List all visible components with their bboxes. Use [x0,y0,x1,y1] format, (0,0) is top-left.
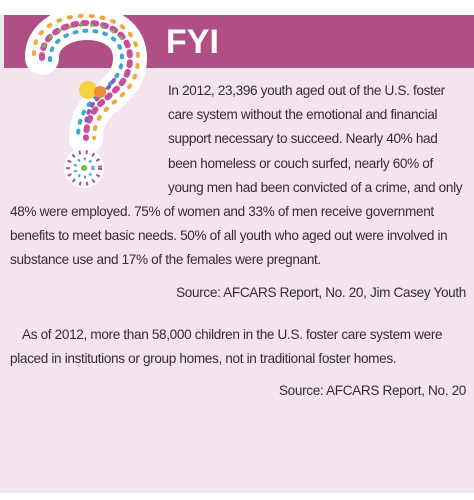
content: In 2012, 23,396 youth aged out of the U.… [10,79,466,403]
source: Source: AFCARS Report, No. 20, Jim Casey… [10,281,466,305]
paragraph: As of 2012, more than 58,000 children in… [10,323,466,371]
float-spacer [10,79,168,200]
source: Source: AFCARS Report, No. 20 [10,379,466,403]
header-title: FYI [166,20,219,64]
page: FYI In 2012, 23,396 youth aged out of th… [0,0,474,500]
